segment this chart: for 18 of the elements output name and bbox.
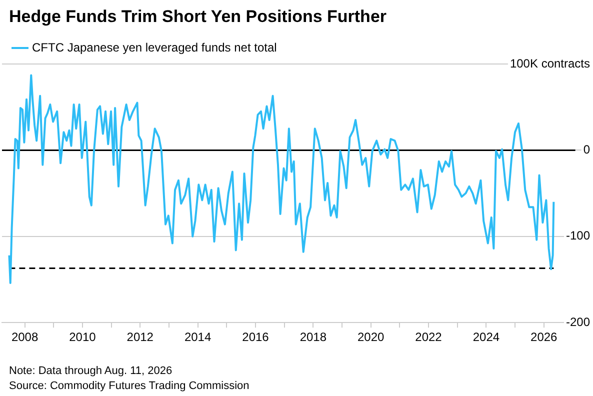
- y-tick-label: -200: [566, 314, 590, 329]
- text: Note: Data through Aug. 11, 2026: [9, 364, 174, 379]
- x-tick-label: 2016: [242, 330, 270, 344]
- x-tick-label: 2008: [11, 330, 38, 344]
- x-tick-label: 2012: [126, 330, 154, 344]
- y-tick-label: -100: [566, 228, 590, 243]
- y-tick-label: 100K contracts: [510, 56, 590, 70]
- chart-title: Hedge Funds Trim Short Yen Positions Further: [9, 7, 387, 27]
- x-tick-label: 2020: [357, 330, 385, 344]
- y-tick-label: 0: [583, 142, 590, 157]
- x-tick-label: 2014: [184, 330, 212, 344]
- x-tick-label: 2026: [530, 330, 558, 344]
- x-tick-label: 2018: [300, 330, 327, 344]
- source-note: Source: Commodity Futures Trading Commission: [9, 379, 250, 394]
- x-tick-label: 2010: [69, 330, 96, 344]
- x-tick-label: 2022: [415, 330, 442, 344]
- legend-label: CFTC Japanese yen leveraged funds net total: [32, 40, 277, 54]
- x-tick-label: 2024: [472, 330, 500, 344]
